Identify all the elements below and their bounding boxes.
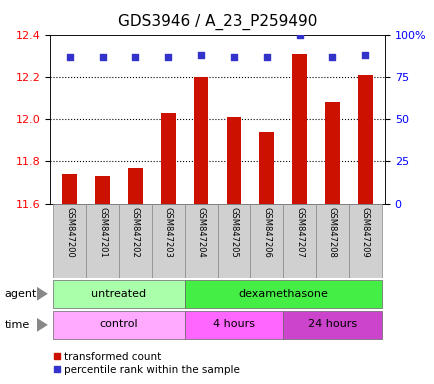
Bar xyxy=(128,168,142,204)
Bar xyxy=(324,102,339,204)
Bar xyxy=(226,117,241,204)
Polygon shape xyxy=(37,287,48,301)
Point xyxy=(164,53,171,60)
Text: GSM847209: GSM847209 xyxy=(360,207,369,258)
Bar xyxy=(283,204,315,278)
Text: GSM847200: GSM847200 xyxy=(65,207,74,258)
Text: agent: agent xyxy=(4,289,36,299)
Legend: transformed count, percentile rank within the sample: transformed count, percentile rank withi… xyxy=(49,348,244,379)
Bar xyxy=(283,311,381,339)
Bar xyxy=(259,132,273,204)
Text: GSM847206: GSM847206 xyxy=(262,207,271,258)
Bar xyxy=(315,204,348,278)
Bar xyxy=(53,311,184,339)
Bar xyxy=(151,204,184,278)
Text: GSM847205: GSM847205 xyxy=(229,207,238,258)
Bar xyxy=(250,204,283,278)
Bar xyxy=(184,280,381,308)
Text: 4 hours: 4 hours xyxy=(212,319,254,329)
Bar xyxy=(53,204,86,278)
Polygon shape xyxy=(37,318,48,332)
Bar xyxy=(119,204,151,278)
Bar xyxy=(62,174,77,204)
Point xyxy=(328,53,335,60)
Bar xyxy=(348,204,381,278)
Point xyxy=(197,52,204,58)
Bar xyxy=(184,311,283,339)
Text: control: control xyxy=(99,319,138,329)
Text: 24 hours: 24 hours xyxy=(307,319,356,329)
Text: untreated: untreated xyxy=(91,288,146,298)
Bar xyxy=(193,77,208,204)
Text: time: time xyxy=(4,320,30,330)
Bar xyxy=(95,176,110,204)
Text: GSM847208: GSM847208 xyxy=(327,207,336,258)
Bar xyxy=(217,204,250,278)
Text: GSM847202: GSM847202 xyxy=(131,207,140,258)
Point xyxy=(66,53,73,60)
Point xyxy=(296,31,302,38)
Text: GSM847201: GSM847201 xyxy=(98,207,107,258)
Text: GDS3946 / A_23_P259490: GDS3946 / A_23_P259490 xyxy=(118,13,316,30)
Text: GSM847204: GSM847204 xyxy=(196,207,205,258)
Bar xyxy=(161,113,175,204)
Point xyxy=(99,53,106,60)
Point xyxy=(263,53,270,60)
Text: GSM847207: GSM847207 xyxy=(294,207,303,258)
Point xyxy=(230,53,237,60)
Text: GSM847203: GSM847203 xyxy=(163,207,172,258)
Bar xyxy=(53,280,184,308)
Bar xyxy=(184,204,217,278)
Bar xyxy=(86,204,119,278)
Point xyxy=(132,53,138,60)
Text: dexamethasone: dexamethasone xyxy=(238,288,327,298)
Bar xyxy=(357,74,372,204)
Bar xyxy=(292,53,306,204)
Point xyxy=(361,52,368,58)
